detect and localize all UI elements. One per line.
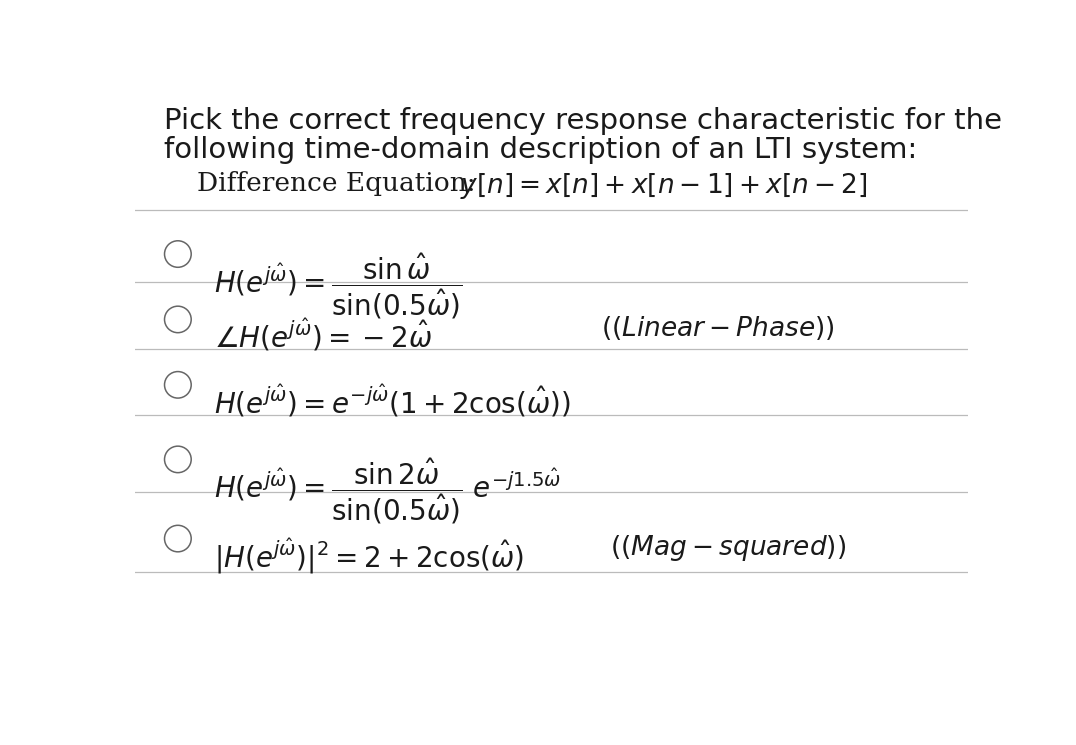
Text: $y[n] = x[n] + x[n-1] + x[n-2]$: $y[n] = x[n] + x[n-1] + x[n-2]$ xyxy=(459,171,867,201)
Text: $H(e^{j\hat{\omega}}) = \dfrac{\sin\hat{\omega}}{\sin(0.5\hat{\omega})}$: $H(e^{j\hat{\omega}}) = \dfrac{\sin\hat{… xyxy=(214,251,462,321)
Text: $((Mag-squared))$: $((Mag-squared))$ xyxy=(610,533,846,562)
Text: $|H(e^{j\hat{\omega}})|^2 = 2 + 2\cos(\hat{\omega})$: $|H(e^{j\hat{\omega}})|^2 = 2 + 2\cos(\h… xyxy=(214,536,524,576)
Text: $\angle H(e^{j\hat{\omega}}) = -2\hat{\omega}$: $\angle H(e^{j\hat{\omega}}) = -2\hat{\o… xyxy=(214,317,431,354)
Text: $((Linear-Phase))$: $((Linear-Phase))$ xyxy=(601,314,835,342)
Text: $H(e^{j\hat{\omega}}) = \dfrac{\sin 2\hat{\omega}}{\sin(0.5\hat{\omega})}\ e^{-j: $H(e^{j\hat{\omega}}) = \dfrac{\sin 2\ha… xyxy=(214,457,561,526)
Text: Difference Equation:: Difference Equation: xyxy=(197,171,476,197)
Text: $H(e^{j\hat{\omega}}) = e^{-j\hat{\omega}}(1 + 2\cos(\hat{\omega}))$: $H(e^{j\hat{\omega}}) = e^{-j\hat{\omega… xyxy=(214,382,570,419)
Text: Pick the correct frequency response characteristic for the: Pick the correct frequency response char… xyxy=(164,107,1002,135)
Text: following time-domain description of an LTI system:: following time-domain description of an … xyxy=(164,136,917,165)
